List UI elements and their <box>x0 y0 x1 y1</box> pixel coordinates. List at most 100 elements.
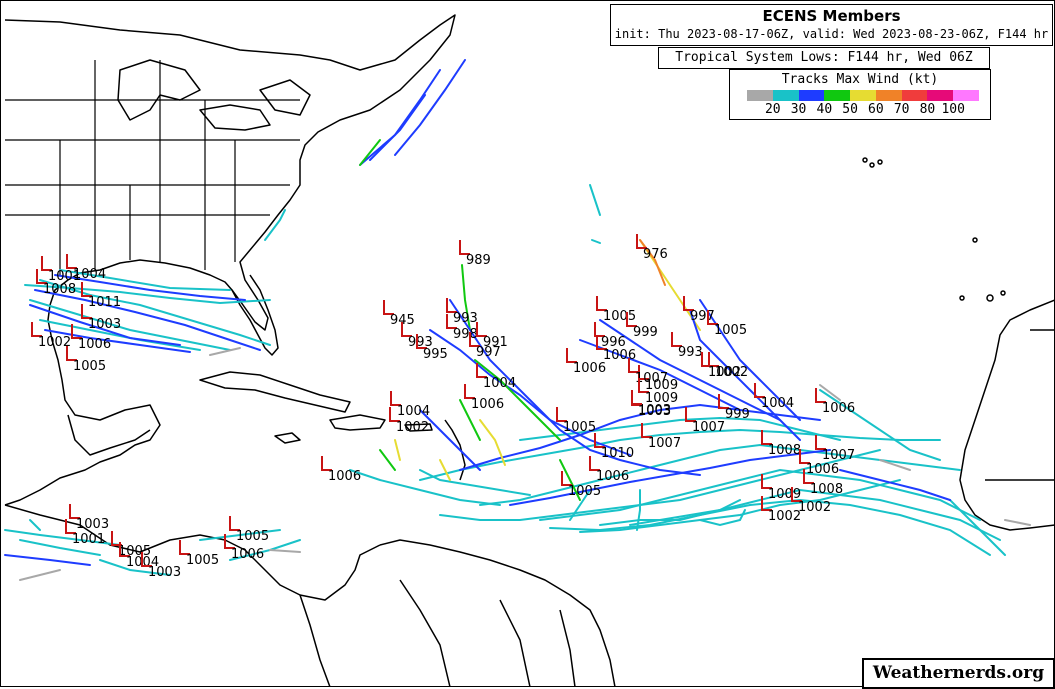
low-pressure-label: 1002 <box>396 420 429 435</box>
low-pressure-label: 1006 <box>806 462 839 477</box>
low-pressure-label: 1005 <box>73 359 106 374</box>
low-pressure-label: 1002 <box>38 335 71 350</box>
low-pressure-label: 991 <box>483 335 508 350</box>
low-pressure-label: 997 <box>690 309 715 324</box>
low-pressure-label: 1003 <box>638 404 671 419</box>
low-pressure-label: 1004 <box>483 376 516 391</box>
low-marker <box>791 487 802 502</box>
low-marker <box>683 296 694 311</box>
low-marker <box>111 531 122 546</box>
low-marker <box>383 300 394 315</box>
legend-swatch <box>953 90 980 101</box>
legend-swatch <box>772 90 799 101</box>
low-marker <box>69 504 80 519</box>
low-pressure-label: 945 <box>390 313 415 328</box>
low-marker <box>229 516 240 531</box>
low-marker <box>469 332 480 347</box>
low-marker <box>446 314 457 329</box>
low-pressure-label: 1006 <box>573 361 606 376</box>
low-marker <box>761 496 772 511</box>
low-marker <box>416 334 427 349</box>
low-marker <box>803 469 814 484</box>
low-marker <box>81 282 92 297</box>
low-pressure-label: 997 <box>476 345 501 360</box>
low-pressure-label: 1005 <box>714 323 747 338</box>
legend-swatch <box>747 90 773 101</box>
low-marker <box>224 534 235 549</box>
low-pressure-label: 1006 <box>603 348 636 363</box>
low-marker <box>65 519 76 534</box>
low-marker <box>589 456 600 471</box>
low-marker <box>81 304 92 319</box>
low-marker <box>321 456 332 471</box>
low-pressure-label: 1004 <box>397 404 430 419</box>
low-pressure-label: 1002 <box>798 500 831 515</box>
low-pressure-label: 1008 <box>43 282 76 297</box>
low-pressure-label: 1009 <box>768 487 801 502</box>
low-marker <box>390 391 401 406</box>
low-pressure-label: 1002 <box>715 365 748 380</box>
low-marker <box>561 471 572 486</box>
low-marker <box>636 234 647 249</box>
legend-swatch <box>901 90 928 101</box>
low-pressure-label: 993 <box>678 345 703 360</box>
low-marker <box>815 435 826 450</box>
low-pressure-label: 995 <box>423 347 448 362</box>
low-pressure-label: 998 <box>453 327 478 342</box>
low-marker <box>626 312 637 327</box>
low-pressure-label: 1006 <box>231 547 264 562</box>
low-marker <box>119 542 130 557</box>
low-marker <box>66 346 77 361</box>
low-pressure-label: 1005 <box>568 484 601 499</box>
low-pressure-label: 1006 <box>78 337 111 352</box>
low-pressure-label: 1005 <box>236 529 269 544</box>
low-marker <box>815 388 826 403</box>
low-marker <box>594 322 605 337</box>
legend-tick: 100 <box>941 102 965 117</box>
low-pressure-label: 1001 <box>48 269 81 284</box>
low-pressure-label: 996 <box>601 335 626 350</box>
low-pressure-label: 993 <box>453 311 478 326</box>
low-pressure-label: 1011 <box>88 295 121 310</box>
legend-title: Tracks Max Wind (kt) <box>781 72 939 87</box>
low-pressure-label: 989 <box>466 253 491 268</box>
low-pressure-label: 1006 <box>471 397 504 412</box>
low-marker <box>596 335 607 350</box>
legend-swatch <box>850 90 876 101</box>
low-pressure-label: 1005 <box>563 420 596 435</box>
low-marker <box>31 322 42 337</box>
low-marker <box>641 423 652 438</box>
low-pressure-label: 1003 <box>638 403 671 418</box>
low-pressure-label: 1007 <box>635 371 668 386</box>
lows-label: Tropical System Lows: F144 hr, Wed 06Z <box>658 47 990 69</box>
low-marker <box>761 474 772 489</box>
low-pressure-label: 1008 <box>768 443 801 458</box>
low-marker <box>799 449 810 464</box>
legend-swatch <box>798 90 825 101</box>
legend-tick: 30 <box>790 102 807 117</box>
low-pressure-label: 1004 <box>73 267 106 282</box>
legend-swatch <box>875 90 902 101</box>
low-pressure-label: 1003 <box>76 517 109 532</box>
low-marker <box>476 322 487 337</box>
low-pressure-label: 1006 <box>596 469 629 484</box>
low-marker <box>707 310 718 325</box>
coastlines <box>4 14 1055 687</box>
low-pressure-label: 1003 <box>88 317 121 332</box>
legend-swatch <box>927 90 954 101</box>
low-marker <box>446 298 457 313</box>
low-pressure-label: 1005 <box>186 553 219 568</box>
low-pressure-label: 1005 <box>603 309 636 324</box>
low-marker <box>718 394 729 409</box>
low-marker <box>179 540 190 555</box>
legend-tick: 20 <box>764 102 781 117</box>
legend-tick: 80 <box>919 102 936 117</box>
low-marker <box>401 322 412 337</box>
legend-tick: 40 <box>816 102 833 117</box>
low-pressure-label: 999 <box>633 325 658 340</box>
low-marker <box>761 430 772 445</box>
low-marker <box>628 358 639 373</box>
low-marker <box>459 240 470 255</box>
low-pressure-label: 1007 <box>822 448 855 463</box>
legend-tick-labels: 20 30 40 50 60 70 80 100 <box>730 101 990 117</box>
